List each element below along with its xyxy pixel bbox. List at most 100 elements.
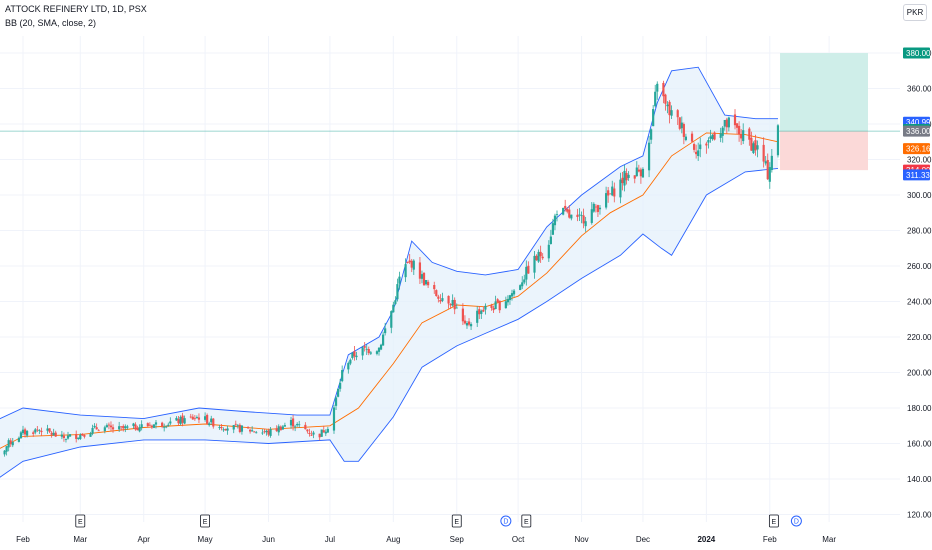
x-tick-label: Aug: [386, 535, 400, 544]
candle-body: [308, 432, 311, 434]
candle-body: [607, 190, 610, 196]
candle-body: [699, 144, 702, 150]
candle-body: [621, 177, 624, 184]
candle-body: [283, 425, 286, 427]
candle-body: [269, 429, 272, 436]
candle-body: [504, 301, 507, 309]
candle-body: [680, 122, 683, 129]
candle-body: [562, 208, 565, 215]
candle-body: [508, 295, 512, 301]
candle-body: [420, 274, 424, 279]
candle-body: [627, 174, 630, 178]
candle-body: [95, 427, 98, 430]
indicator-legend[interactable]: BB (20, SMA, close, 2): [5, 18, 97, 28]
candle-body: [492, 308, 495, 311]
candle-body: [519, 285, 522, 291]
candle-body: [197, 417, 201, 420]
candle-body: [564, 205, 567, 209]
candle-body: [261, 432, 264, 434]
candle-body: [103, 427, 106, 431]
candle-body: [379, 344, 383, 350]
x-tick-label: May: [198, 535, 213, 544]
candle-body: [375, 351, 379, 354]
candle-body: [510, 293, 514, 297]
currency-button[interactable]: PKR: [903, 4, 927, 21]
candle-body: [662, 82, 665, 97]
candle-body: [437, 296, 440, 299]
candle-body: [312, 432, 315, 435]
candle-body: [304, 424, 307, 430]
candle-body: [148, 424, 151, 426]
candle-body: [521, 282, 524, 287]
candle-body: [541, 256, 544, 259]
candle-body: [555, 214, 559, 216]
candle-body: [355, 355, 358, 358]
candle-body: [324, 431, 327, 434]
candle-body: [641, 168, 645, 178]
candle-body: [549, 236, 552, 244]
candle-body: [336, 388, 340, 397]
candle-body: [455, 307, 458, 309]
candle-body: [279, 426, 282, 431]
candle-body: [527, 265, 530, 274]
candle-body: [175, 417, 178, 421]
candle-body: [40, 430, 43, 433]
candle-body: [195, 417, 199, 419]
candle-body: [766, 160, 769, 180]
candle-body: [68, 434, 72, 437]
candle-body: [551, 223, 555, 235]
earnings-label: E: [78, 519, 83, 526]
candle-body: [294, 426, 297, 428]
candle-body: [682, 124, 685, 137]
candle-body: [461, 308, 464, 322]
candle-body: [384, 328, 387, 334]
dividend-marker: [790, 515, 802, 527]
earnings-label: E: [524, 519, 529, 526]
candle-body: [410, 260, 413, 268]
candle-body: [38, 430, 41, 431]
y-tick-label: 140.00: [907, 475, 932, 484]
candle-body: [506, 299, 510, 303]
candle-body: [91, 427, 94, 434]
candle-body: [298, 424, 301, 426]
candle-body: [62, 435, 66, 439]
candle-body: [267, 430, 270, 435]
candle-body: [365, 348, 368, 350]
candle-body: [547, 244, 550, 259]
candle-body: [146, 423, 149, 427]
candle-body: [469, 324, 473, 327]
candle-body: [25, 430, 29, 436]
candle-body: [105, 425, 108, 428]
candle-body: [652, 109, 655, 127]
x-tick-label: Nov: [574, 535, 588, 544]
earnings-label: E: [454, 519, 459, 526]
candle-body: [181, 415, 184, 423]
y-tick-label: 260.00: [907, 262, 932, 271]
candle-body: [150, 425, 153, 428]
candle-body: [224, 429, 227, 431]
price-badge-label: 311.33: [906, 171, 930, 180]
time-axis: Feb Mar Apr May Jun Jul Aug Sep Oct Nov Dec 2024 Feb…: [16, 535, 836, 544]
price-badge-label: 380.00: [906, 49, 931, 58]
candle-body: [480, 310, 483, 314]
price-badge-label: 340.99: [906, 118, 931, 127]
price-badge: [903, 143, 930, 155]
candle-body: [656, 83, 659, 92]
candle-body: [776, 125, 780, 156]
x-tick-label: Mar: [73, 535, 87, 544]
earnings-label: E: [203, 519, 208, 526]
candle-body: [136, 427, 139, 431]
candle-body: [398, 276, 401, 284]
candle-body: [584, 221, 587, 227]
candle-body: [523, 279, 526, 283]
candle-body: [633, 175, 636, 179]
candle-body: [750, 137, 753, 151]
candle-body: [404, 264, 407, 278]
candle-body: [596, 205, 600, 212]
candle-body: [34, 429, 37, 433]
candle-body: [64, 439, 68, 440]
candle-body: [449, 303, 452, 306]
candle-body: [220, 426, 223, 429]
candle-body: [762, 144, 765, 162]
